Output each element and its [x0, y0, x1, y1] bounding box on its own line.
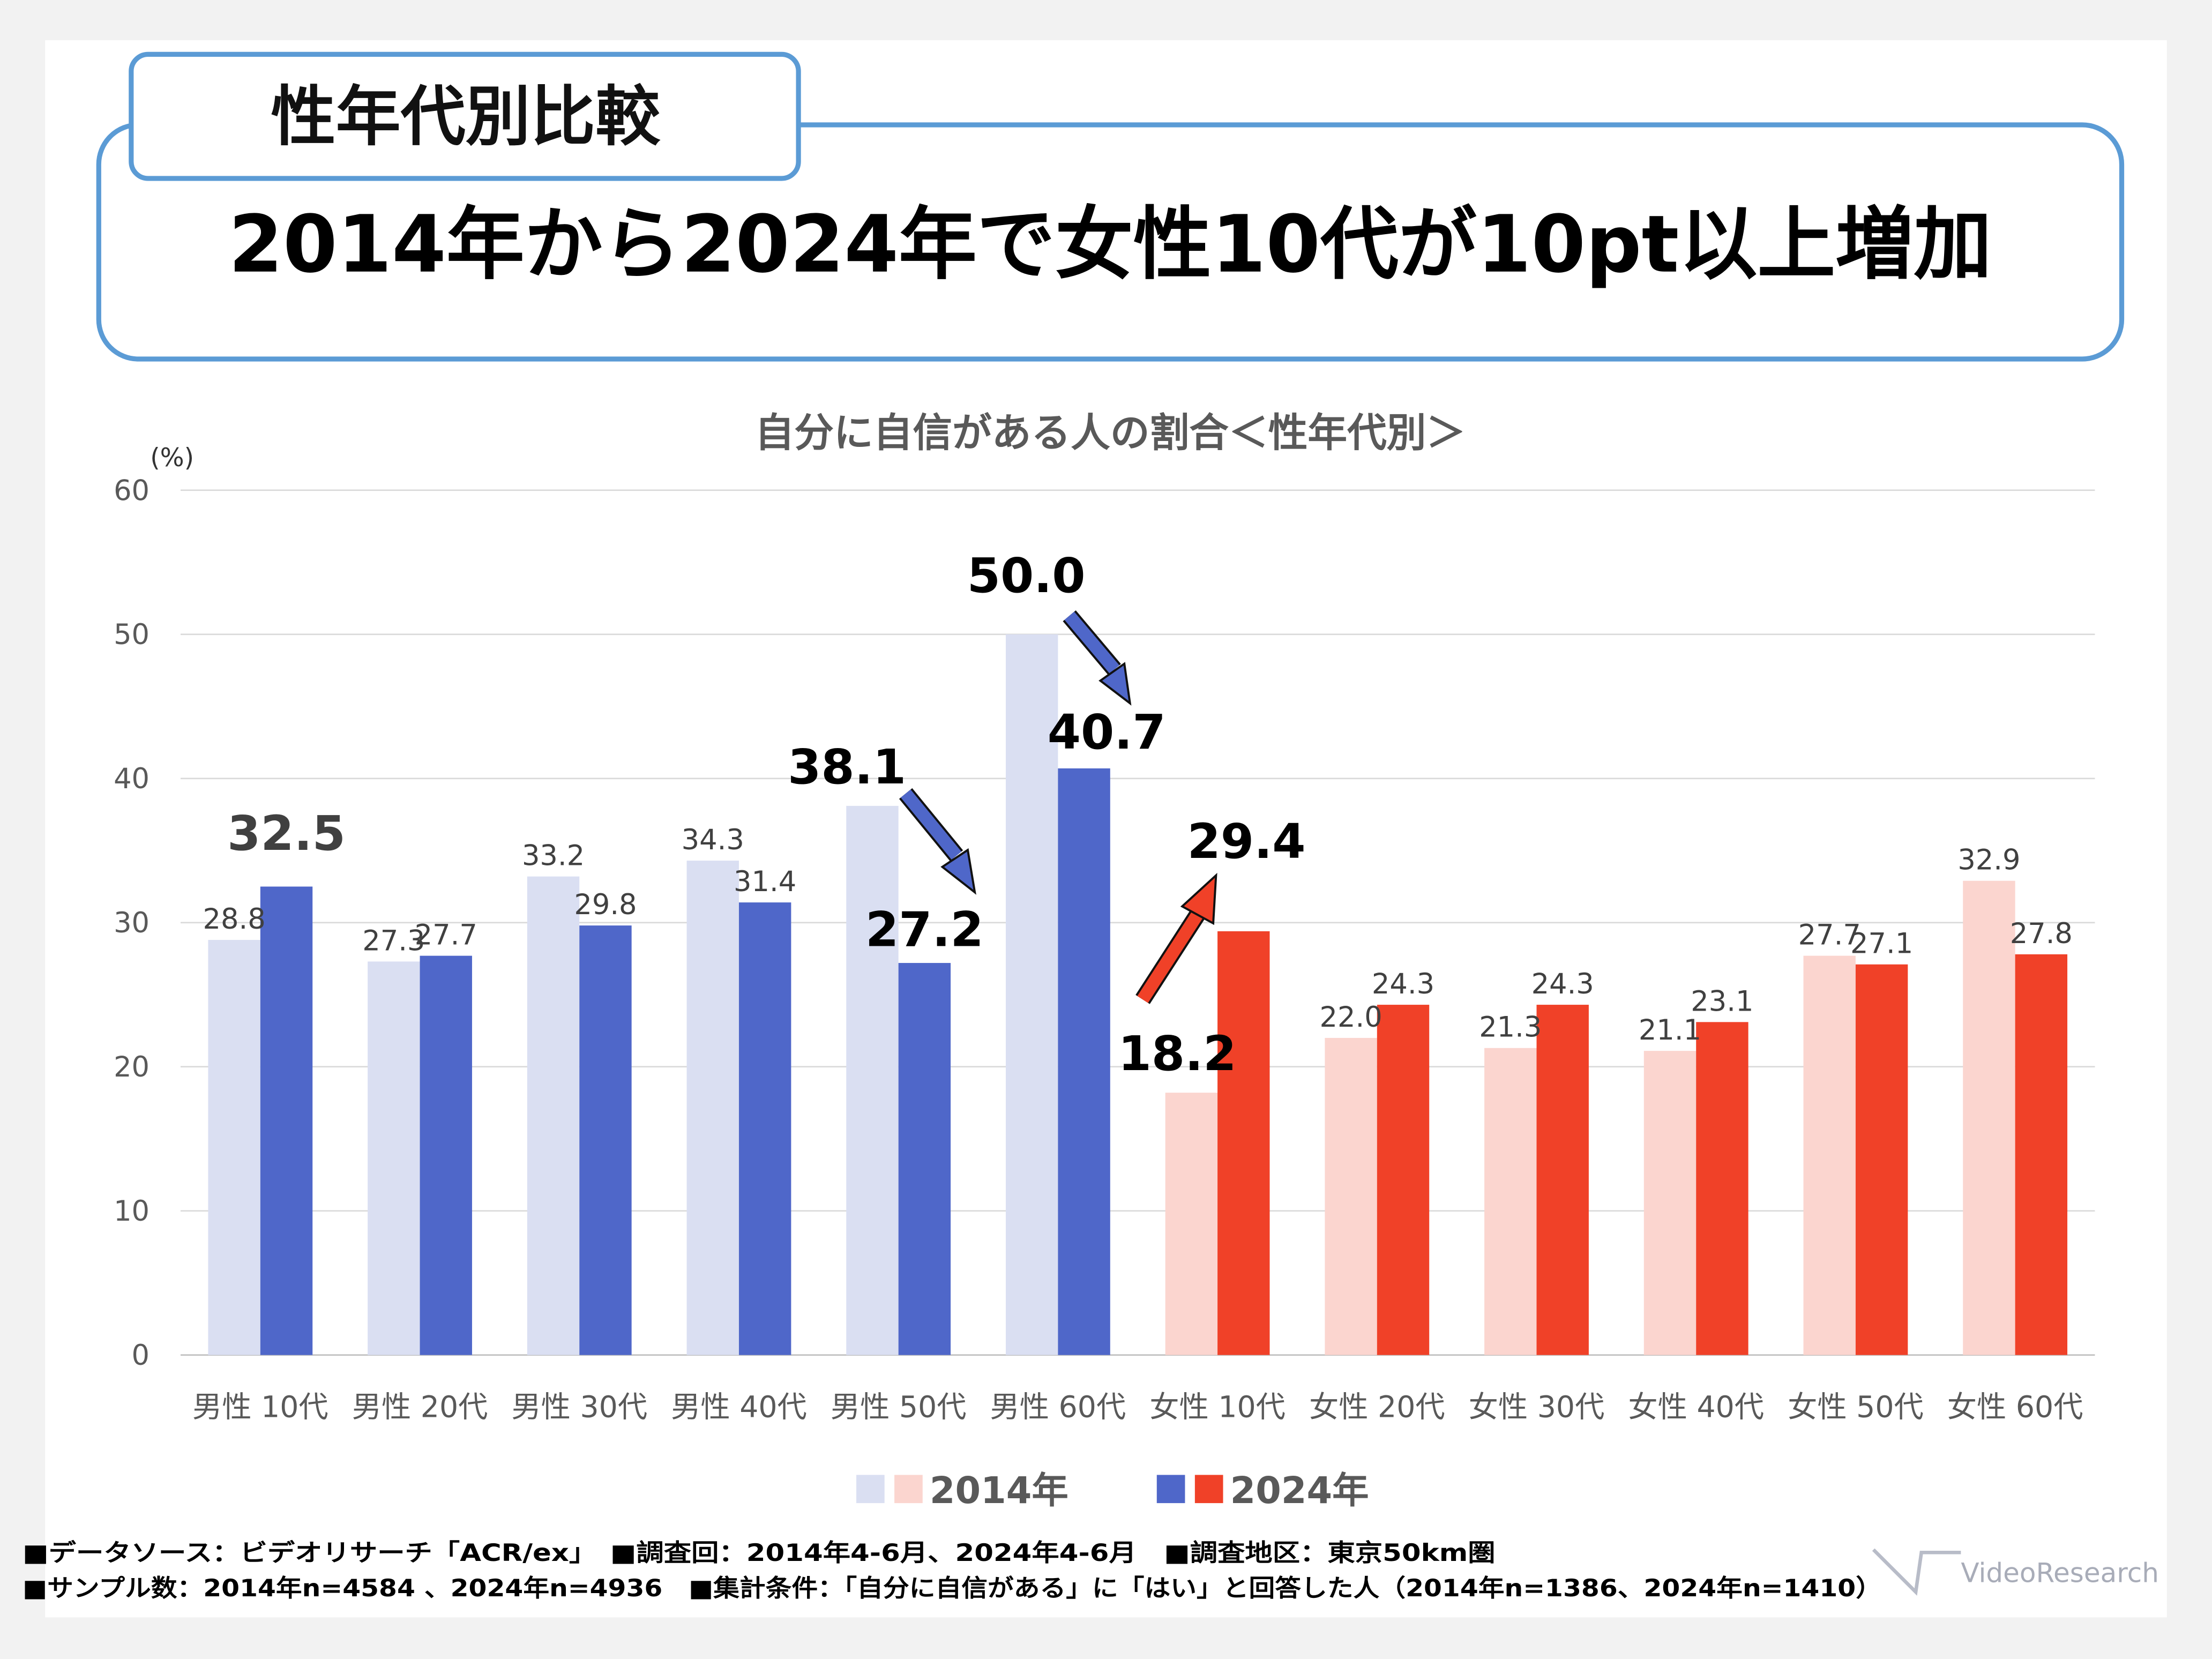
bar-2024	[1855, 964, 1908, 1355]
data-label: 38.1	[788, 739, 906, 795]
legend-label-2014: 2014年	[930, 1469, 1068, 1512]
y-tick-label: 0	[132, 1339, 150, 1372]
headline-frame	[96, 122, 2125, 362]
bar-2014	[1643, 1051, 1697, 1355]
data-label: 27.7	[1798, 919, 1861, 952]
bar-2014	[368, 961, 420, 1355]
bar-2024	[2015, 954, 2068, 1355]
tab-frame	[129, 51, 801, 181]
bar-2024	[420, 955, 472, 1355]
bar-2024	[898, 963, 951, 1355]
data-label: 28.8	[203, 903, 266, 936]
bar-2014	[1325, 1037, 1377, 1355]
logo-text: VideoResearch	[1961, 1558, 2159, 1589]
x-tick-label: 男性 30代	[511, 1391, 647, 1425]
data-label: 33.2	[522, 840, 585, 872]
data-label: 24.3	[1531, 968, 1594, 1000]
bar-2014	[1484, 1048, 1537, 1355]
data-label: 21.1	[1639, 1014, 1701, 1047]
data-label: 27.2	[865, 902, 984, 958]
data-label: 40.7	[1048, 705, 1166, 760]
legend-swatch-female-2024	[1194, 1475, 1223, 1504]
y-tick-label: 50	[114, 618, 150, 651]
data-label: 29.8	[574, 888, 637, 921]
legend-label-2024: 2024年	[1230, 1469, 1369, 1512]
arrow-down-male-50s	[899, 788, 976, 895]
x-tick-label: 女性 50代	[1788, 1391, 1924, 1425]
arrow-down-male-60s	[1063, 610, 1132, 706]
bar-2024	[260, 886, 313, 1355]
data-label: 18.2	[1118, 1026, 1237, 1082]
y-tick-label: 20	[114, 1051, 150, 1083]
bar-2024	[1058, 768, 1110, 1355]
bar-2024	[1217, 931, 1270, 1355]
legend-swatch-male-2014	[856, 1475, 885, 1504]
x-tick-label: 女性 40代	[1628, 1391, 1764, 1425]
bar-2024	[738, 902, 791, 1355]
y-axis-unit: (%)	[150, 443, 194, 473]
y-tick-label: 60	[114, 474, 150, 507]
x-tick-label: 男性 10代	[192, 1391, 328, 1425]
bar-2014	[1005, 634, 1058, 1355]
data-label: 22.0	[1319, 1001, 1382, 1034]
x-tick-label: 女性 10代	[1149, 1391, 1286, 1425]
y-tick-label: 10	[114, 1195, 150, 1228]
bar-2014	[527, 876, 580, 1355]
data-label: 21.3	[1479, 1011, 1542, 1044]
bar-2014	[1963, 880, 2015, 1355]
bar-2024	[1536, 1005, 1589, 1355]
legend: 2014年 2024年	[856, 1469, 1369, 1512]
x-tick-label: 男性 20代	[352, 1391, 488, 1425]
bar-2014	[686, 861, 739, 1355]
chart-title: 自分に自信がある人の割合＜性年代別＞	[755, 410, 1466, 456]
y-tick-label: 40	[114, 763, 150, 795]
data-label: 27.1	[1850, 928, 1913, 960]
legend-swatch-female-2014	[894, 1475, 923, 1504]
x-tick-label: 女性 20代	[1309, 1391, 1445, 1425]
data-label: 27.8	[2010, 917, 2073, 950]
data-label: 32.9	[1957, 844, 2020, 877]
x-tick-label: 女性 30代	[1469, 1391, 1605, 1425]
data-label: 31.4	[734, 865, 796, 898]
legend-swatch-male-2024	[1156, 1475, 1185, 1504]
arrow-up-female-10s	[1135, 872, 1217, 1004]
x-tick-label: 男性 50代	[831, 1391, 967, 1425]
bar-2024	[579, 925, 632, 1355]
tab-label: 性年代別比較	[271, 79, 660, 154]
footer-line-2: ■サンプル数：2014年n=4584 、2024年n=4936 ■集計条件：「自…	[23, 1574, 1882, 1602]
data-label: 24.3	[1372, 968, 1434, 1000]
bar-2014	[1165, 1093, 1218, 1355]
headline: 2014年から2024年で女性10代が10pt以上増加	[228, 198, 1992, 290]
bar-2014	[846, 805, 899, 1355]
data-label: 23.1	[1691, 985, 1753, 1018]
bar-2024	[1696, 1022, 1748, 1355]
x-tick-label: 男性 40代	[671, 1391, 807, 1425]
x-tick-label: 女性 60代	[1947, 1391, 2083, 1425]
bar-2014	[208, 940, 260, 1355]
y-tick-label: 30	[114, 907, 150, 939]
footer-line-1: ■データソース：ビデオリサーチ「ACR/ex」 ■調査回：2014年4-6月、2…	[23, 1538, 1495, 1567]
video-research-logo: VideoResearch	[1872, 1548, 2159, 1596]
data-label: 32.5	[227, 806, 346, 862]
data-label: 29.4	[1187, 814, 1306, 870]
x-tick-label: 男性 60代	[990, 1391, 1126, 1425]
data-label: 27.7	[415, 919, 477, 952]
data-label: 34.3	[682, 824, 744, 856]
data-label: 50.0	[967, 548, 1086, 604]
data-label: 27.3	[362, 924, 425, 957]
bar-2024	[1377, 1005, 1430, 1355]
bar-2014	[1803, 955, 1856, 1355]
